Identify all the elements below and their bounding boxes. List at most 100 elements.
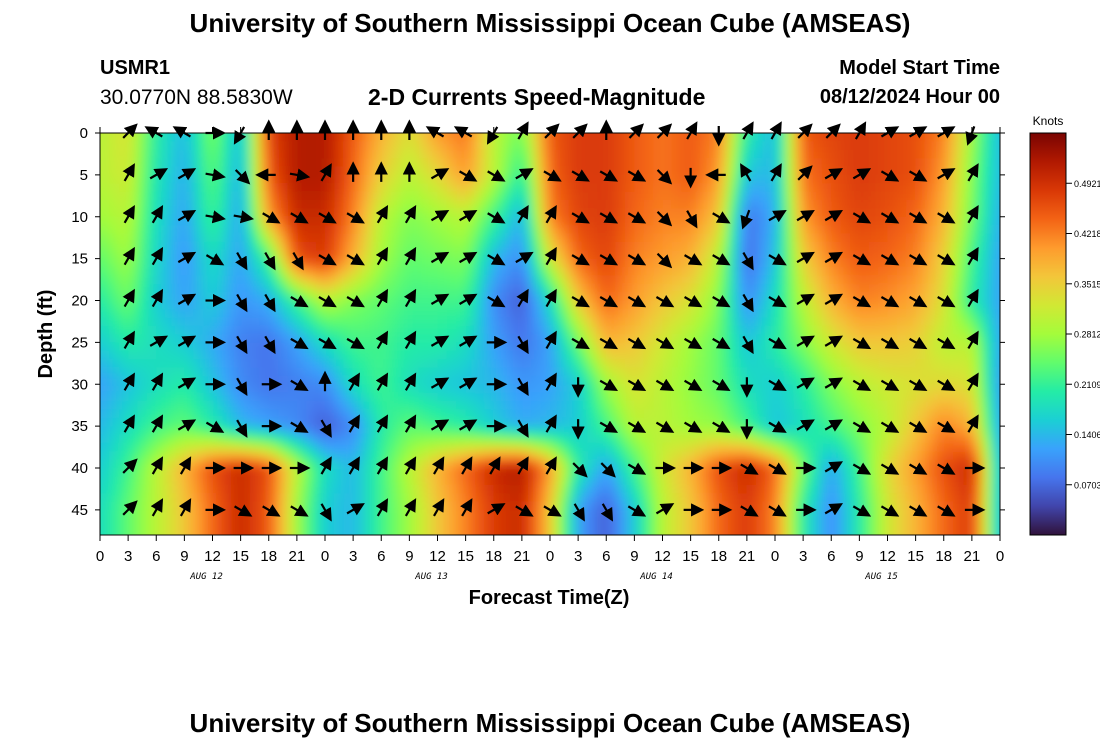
heatmap-cell (456, 292, 467, 302)
heatmap-cell (850, 535, 860, 544)
heatmap-cell (840, 191, 851, 201)
heatmap-cell (221, 258, 232, 268)
heatmap-cell (653, 359, 664, 369)
heatmap-cell (578, 292, 589, 302)
heatmap-cell (615, 367, 626, 377)
heatmap-cell (409, 283, 420, 293)
heatmap-cell (418, 476, 429, 486)
heatmap-cell (165, 342, 176, 352)
heatmap-cell (962, 442, 973, 452)
heatmap-cell (540, 359, 551, 369)
heatmap-cell (840, 216, 851, 226)
heatmap-cell (296, 200, 307, 209)
heatmap-cell (231, 493, 242, 503)
heatmap-cell (738, 535, 748, 544)
heatmap-cell (784, 308, 795, 318)
heatmap-cell (550, 384, 560, 394)
heatmap-cell (662, 191, 673, 201)
heatmap-cell (456, 300, 467, 310)
heatmap-cell (596, 526, 607, 535)
heatmap-cell (503, 451, 514, 461)
heatmap-cell (953, 409, 964, 419)
heatmap-cell (784, 225, 795, 235)
heatmap-cell (193, 267, 204, 276)
heatmap-cell (625, 200, 635, 209)
heatmap-cell (446, 384, 457, 394)
speed-heatmap (100, 116, 1000, 544)
heatmap-cell (746, 216, 757, 226)
heatmap-cell (268, 250, 279, 260)
heatmap-cell (371, 300, 382, 310)
heatmap-cell (259, 417, 270, 427)
heatmap-cell (896, 158, 907, 168)
heatmap-cell (896, 417, 907, 427)
heatmap-cell (456, 367, 467, 377)
heatmap-cell (531, 468, 542, 477)
heatmap-cell (850, 141, 860, 151)
heatmap-cell (671, 200, 682, 209)
heatmap-cell (371, 258, 382, 268)
heatmap-cell (203, 476, 214, 486)
heatmap-cell (428, 426, 439, 436)
heatmap-cell (296, 283, 307, 293)
heatmap-cell (709, 283, 720, 293)
heatmap-cell (259, 350, 270, 360)
heatmap-cell (681, 493, 692, 503)
heatmap-cell (512, 241, 523, 251)
heatmap-cell (146, 468, 157, 477)
heatmap-cell (709, 442, 720, 452)
heatmap-cell (287, 149, 298, 159)
heatmap-cell (784, 174, 795, 184)
heatmap-cell (746, 275, 757, 285)
heatmap-cell (221, 183, 232, 193)
heatmap-cell (971, 476, 982, 486)
heatmap-cell (503, 468, 514, 477)
heatmap-cell (653, 216, 664, 226)
heatmap-cell (521, 283, 532, 293)
heatmap-cell (306, 367, 317, 377)
heatmap-cell (643, 392, 654, 402)
heatmap-cell (765, 367, 776, 377)
heatmap-cell (596, 384, 607, 394)
heatmap-cell (278, 493, 289, 503)
heatmap-cell (278, 367, 289, 377)
heatmap-cell (437, 367, 448, 377)
heatmap-cell (850, 426, 860, 436)
heatmap-cell (925, 292, 935, 302)
heatmap-cell (428, 258, 439, 268)
heatmap-cell (184, 426, 195, 436)
heatmap-cell (868, 409, 879, 419)
heatmap-cell (662, 518, 673, 528)
heatmap-cell (850, 133, 860, 142)
heatmap-cell (653, 493, 664, 503)
heatmap-cell (578, 149, 589, 159)
heatmap-cell (887, 359, 898, 369)
heatmap-cell (850, 384, 860, 394)
heatmap-cell (709, 191, 720, 201)
heatmap-cell (193, 359, 204, 369)
heatmap-cell (934, 208, 945, 218)
heatmap-cell (156, 283, 167, 293)
heatmap-cell (953, 208, 964, 218)
heatmap-cell (512, 384, 523, 394)
heatmap-cell (868, 216, 879, 226)
heatmap-cell (756, 392, 767, 402)
heatmap-cell (213, 116, 223, 125)
heatmap-cell (943, 518, 954, 528)
heatmap-cell (362, 191, 373, 201)
heatmap-cell (578, 141, 589, 151)
heatmap-cell (212, 325, 223, 335)
heatmap-cell (437, 225, 448, 235)
heatmap-cell (606, 158, 617, 168)
heatmap-cell (390, 359, 401, 369)
heatmap-cell (344, 116, 354, 125)
heatmap-cell (212, 442, 223, 452)
heatmap-cell (193, 183, 204, 193)
heatmap-cell (371, 200, 382, 209)
heatmap-cell (231, 417, 242, 427)
heatmap-cell (756, 292, 767, 302)
heatmap-cell (812, 241, 823, 251)
heatmap-cell (634, 459, 645, 469)
heatmap-cell (550, 158, 560, 168)
heatmap-cell (953, 267, 964, 276)
